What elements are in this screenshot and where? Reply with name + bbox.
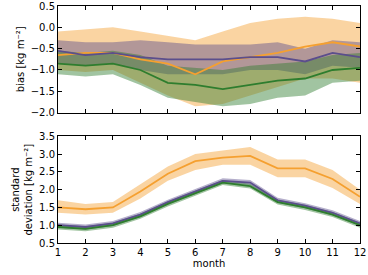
svg-text:−0.5: −0.5 — [31, 43, 55, 54]
svg-text:−1.5: −1.5 — [31, 86, 55, 97]
svg-text:3: 3 — [110, 247, 116, 258]
svg-text:month: month — [193, 258, 225, 269]
svg-text:3.0: 3.0 — [39, 149, 55, 160]
svg-text:10: 10 — [299, 247, 312, 258]
svg-text:−1.0: −1.0 — [31, 64, 55, 75]
svg-text:0.5: 0.5 — [39, 1, 55, 12]
svg-text:12: 12 — [354, 247, 367, 258]
svg-text:−2.0: −2.0 — [31, 107, 55, 118]
svg-text:5: 5 — [165, 247, 171, 258]
svg-text:3.5: 3.5 — [39, 131, 55, 142]
svg-text:0.5: 0.5 — [39, 238, 55, 249]
svg-text:1.0: 1.0 — [39, 220, 55, 231]
svg-text:4: 4 — [137, 247, 143, 258]
svg-text:6: 6 — [192, 247, 198, 258]
svg-text:1: 1 — [55, 247, 61, 258]
svg-text:0.0: 0.0 — [39, 22, 55, 33]
svg-text:11: 11 — [326, 247, 339, 258]
svg-text:2: 2 — [82, 247, 88, 258]
svg-text:2.5: 2.5 — [39, 166, 55, 177]
svg-text:2.0: 2.0 — [39, 184, 55, 195]
svg-text:9: 9 — [274, 247, 280, 258]
svg-text:8: 8 — [247, 247, 253, 258]
svg-text:standarddeviation [kg m⁻²]: standarddeviation [kg m⁻²] — [10, 144, 34, 236]
svg-text:7: 7 — [220, 247, 226, 258]
svg-text:bias [kg m⁻²]: bias [kg m⁻²] — [15, 26, 26, 92]
svg-text:1.5: 1.5 — [39, 202, 55, 213]
